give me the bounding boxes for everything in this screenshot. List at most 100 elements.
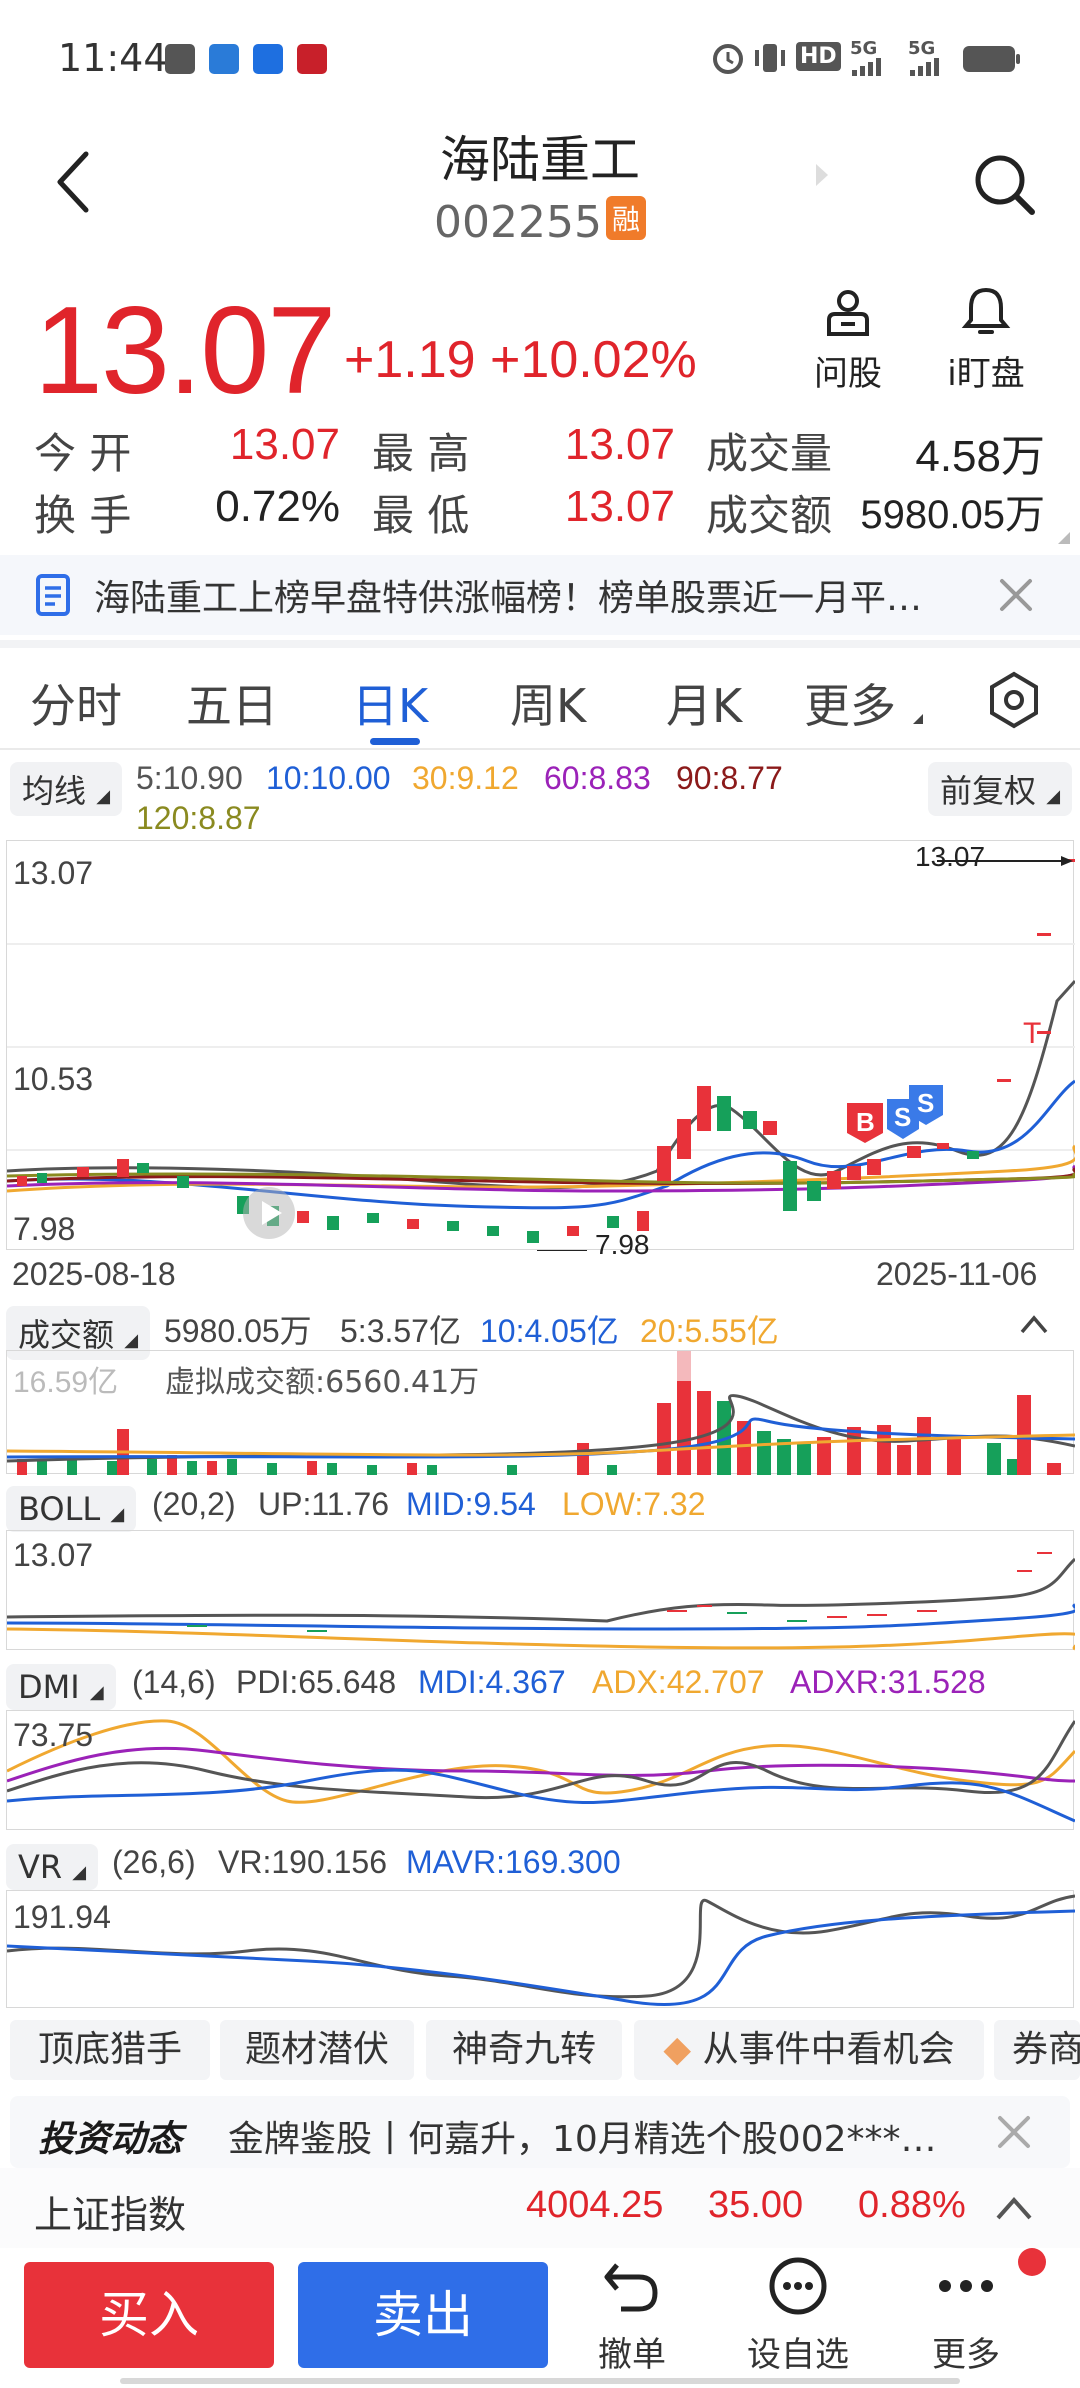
add-watchlist-button[interactable]: 设自选 xyxy=(728,2255,868,2376)
vr-mavr: MAVR:169.300 xyxy=(406,1844,621,1880)
vr-chart[interactable]: 191.94 xyxy=(6,1890,1075,2008)
stat-label-open: 今 开 xyxy=(34,429,132,478)
dmi-canvas xyxy=(7,1719,1075,1823)
status-bar: 11:44 HD 5G 5G xyxy=(0,0,1080,110)
stat-label-amount: 成交额 xyxy=(706,491,833,540)
close-icon[interactable] xyxy=(996,2114,1032,2150)
network-5g-label: 5G xyxy=(850,38,878,59)
svg-text:S: S xyxy=(917,1088,934,1118)
index-name: 上证指数 xyxy=(34,2193,187,2237)
feature-tag-events-label: 从事件中看机会 xyxy=(702,2029,955,2070)
vr-y: 191.94 xyxy=(13,1899,111,1935)
undo-icon xyxy=(604,2263,658,2312)
back-button[interactable] xyxy=(52,150,92,214)
boll-y: 13.07 xyxy=(13,1537,94,1573)
watch-button[interactable]: i盯盘 xyxy=(926,280,1046,395)
kline-chart[interactable]: B S S T 13.07 10.53 7.98 13.07 7.98 xyxy=(6,840,1075,1260)
vibrate-icon xyxy=(755,44,785,72)
dmi-param: (14,6) xyxy=(132,1664,216,1700)
tab-intraday[interactable]: 分时 xyxy=(30,679,122,733)
settings-hexagon-icon[interactable] xyxy=(984,670,1044,730)
tab-daily-k[interactable]: 日K xyxy=(352,679,429,733)
index-bar[interactable]: 上证指数 4004.25 35.00 0.88% xyxy=(0,2168,1080,2248)
feature-tag-nine-turns[interactable]: 神奇九转 xyxy=(426,2020,622,2080)
feature-tag-events[interactable]: ◆ 从事件中看机会 xyxy=(634,2020,984,2080)
feature-tag-theme[interactable]: 题材潜伏 xyxy=(220,2020,414,2080)
ma120-value: 120:8.87 xyxy=(136,800,261,836)
more-button[interactable]: 更多 xyxy=(896,2255,1036,2376)
ma-selector[interactable]: 均线 ◢ xyxy=(10,762,123,816)
dmi-chart[interactable]: 73.75 xyxy=(6,1710,1075,1830)
stat-label-high: 最 高 xyxy=(372,429,470,478)
boll-canvas xyxy=(7,1552,1075,1651)
index-value: 4004.25 xyxy=(526,2184,664,2226)
boll-param: (20,2) xyxy=(152,1486,236,1522)
network-5g-label: 5G xyxy=(908,38,936,59)
index-change: 35.00 xyxy=(708,2184,804,2226)
ask-stock-button[interactable]: 问股 xyxy=(788,280,908,395)
tab-monthly-k[interactable]: 月K xyxy=(666,679,743,733)
next-stock-arrow-icon[interactable] xyxy=(812,160,832,190)
tab-five-day[interactable]: 五日 xyxy=(186,679,278,733)
adjust-selector[interactable]: 前复权 ◢ xyxy=(928,762,1073,816)
news-text: 海陆重工上榜早盘特供涨幅榜！榜单股票近一月平… xyxy=(94,578,923,619)
triangle-down-icon: ◢ xyxy=(89,1682,104,1703)
dmi-selector-label: DMI xyxy=(18,1668,80,1706)
boll-selector[interactable]: BOLL ◢ xyxy=(6,1486,137,1532)
ma60-value: 60:8.83 xyxy=(544,760,651,796)
kline-min-label: 7.98 xyxy=(595,1229,650,1260)
boll-selector-label: BOLL xyxy=(18,1490,101,1528)
stat-value-high: 13.07 xyxy=(564,420,675,469)
invest-news-bar[interactable]: 投资动态 金牌鉴股丨何嘉升，10月精选个股002***… xyxy=(10,2096,1070,2168)
stat-value-volume: 4.58万 xyxy=(915,432,1045,481)
volume-chart[interactable]: 16.59亿 虚拟成交额:6560.41万 xyxy=(6,1350,1075,1475)
stat-value-turnover: 0.72% xyxy=(215,482,340,531)
close-icon[interactable] xyxy=(998,577,1034,613)
boll-chart[interactable]: 13.07 xyxy=(6,1530,1075,1651)
triangle-down-icon: ◢ xyxy=(124,1330,139,1351)
stock-name: 海陆重工 xyxy=(440,131,640,189)
more-dots-icon xyxy=(939,2280,993,2292)
buy-button[interactable]: 买入 xyxy=(24,2262,274,2368)
kline-max-label: 13.07 xyxy=(915,841,986,872)
volume-selector[interactable]: 成交额 ◢ xyxy=(6,1306,151,1360)
app-notification-icon xyxy=(297,44,327,74)
svg-text:B: B xyxy=(856,1107,875,1137)
price-change-pct: +10.02% xyxy=(490,331,697,389)
stat-value-low: 13.07 xyxy=(564,482,675,531)
collapse-icon[interactable] xyxy=(1018,1312,1050,1336)
stat-label-turnover: 换 手 xyxy=(34,491,132,540)
sell-button[interactable]: 卖出 xyxy=(298,2262,548,2368)
ask-stock-icon xyxy=(827,290,869,336)
current-price: 13.07 xyxy=(34,282,336,420)
cancel-order-button[interactable]: 撤单 xyxy=(562,2255,702,2376)
app-notification-icon xyxy=(165,44,195,74)
vr-selector[interactable]: VR ◢ xyxy=(6,1844,99,1890)
ma-selector-label: 均线 xyxy=(22,772,87,810)
feature-tag-broker[interactable]: 券商 xyxy=(994,2020,1080,2080)
chevron-up-icon[interactable] xyxy=(994,2194,1034,2222)
dmi-selector[interactable]: DMI ◢ xyxy=(6,1664,116,1710)
date-end: 2025-11-06 xyxy=(876,1256,1038,1292)
ma10-value: 10:10.00 xyxy=(266,760,391,796)
expand-corner-icon[interactable] xyxy=(1056,530,1072,546)
hd-badge: HD xyxy=(796,42,841,71)
price-change-value: +1.19 xyxy=(344,331,476,389)
kline-y-mid: 10.53 xyxy=(13,1061,94,1097)
tab-more[interactable]: 更多 xyxy=(804,670,925,736)
vr-canvas xyxy=(7,1894,1075,2007)
volume-canvas xyxy=(7,1351,1075,1475)
tab-more-label: 更多 xyxy=(804,679,896,733)
tab-weekly-k[interactable]: 周K xyxy=(510,679,587,733)
feature-tag-bottom-hunter[interactable]: 顶底猎手 xyxy=(10,2020,210,2080)
boll-low: LOW:7.32 xyxy=(562,1486,706,1522)
search-button[interactable] xyxy=(970,150,1040,220)
triangle-down-icon: ◢ xyxy=(1046,786,1061,807)
dmi-pdi: PDI:65.648 xyxy=(236,1664,397,1700)
vr-value: VR:190.156 xyxy=(218,1844,388,1880)
invest-news-text: 金牌鉴股丨何嘉升，10月精选个股002***… xyxy=(228,2119,937,2160)
news-banner[interactable]: 海陆重工上榜早盘特供涨幅榜！榜单股票近一月平… xyxy=(0,555,1080,635)
volume-total: 5980.05万 xyxy=(164,1313,312,1349)
stat-label-low: 最 低 xyxy=(372,491,470,540)
more-label: 更多 xyxy=(932,2335,1000,2375)
